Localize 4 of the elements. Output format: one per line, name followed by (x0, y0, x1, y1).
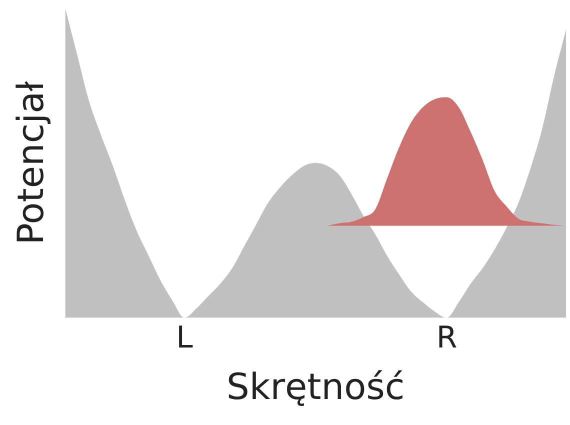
x-tick-label: L (176, 320, 194, 356)
x-axis-title: Skrętność (226, 366, 405, 408)
x-tick-label: R (436, 320, 458, 356)
y-axis-title: Potencjał (10, 80, 52, 245)
